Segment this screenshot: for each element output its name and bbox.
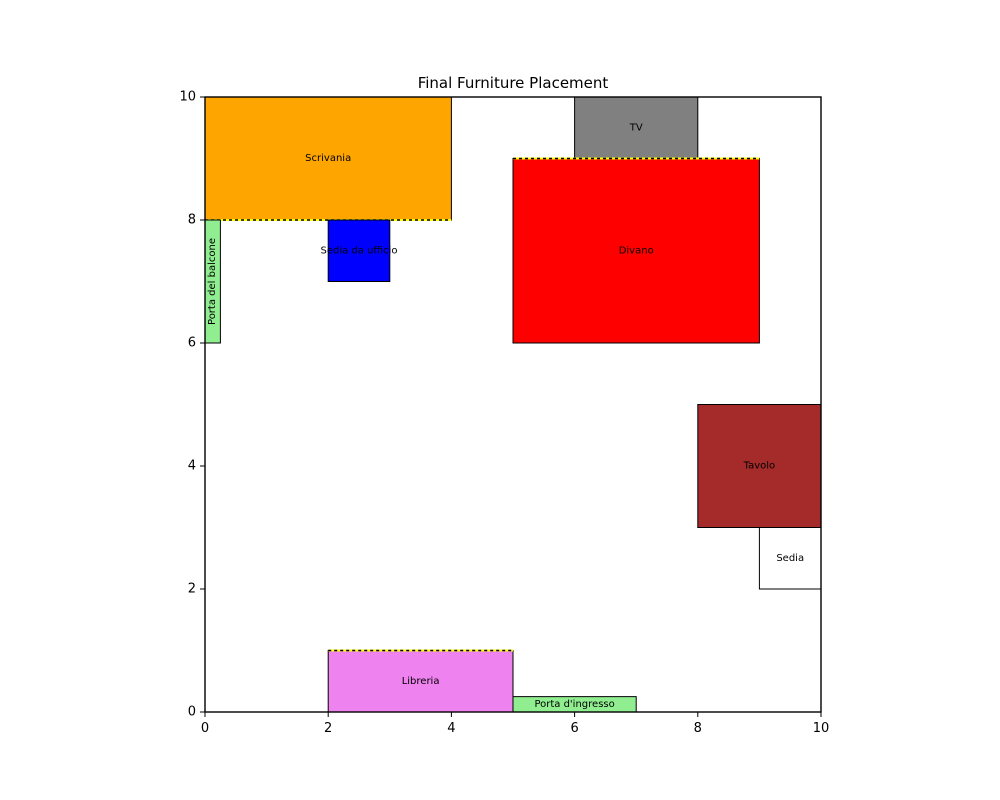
furniture-tavolo: Tavolo (697, 404, 822, 528)
furniture-sedia-da-ufficio: Sedia da ufficio (321, 219, 398, 282)
y-tick-label: 4 (188, 459, 196, 474)
furniture-rect-tv (574, 96, 699, 159)
furniture-label-tv: TV (629, 122, 643, 133)
y-tick-label: 6 (188, 336, 196, 351)
y-tick-label: 2 (188, 582, 196, 597)
furniture-label-sedia-da-ufficio: Sedia da ufficio (321, 245, 398, 256)
furniture-rect-libreria (327, 650, 514, 713)
axes: 0 2 4 6 8 10 0 2 4 6 8 10 (179, 90, 829, 737)
furniture-label-porta-del-balcone: Porta del balcone (207, 238, 218, 325)
chart-title: Final Furniture Placement (418, 74, 609, 92)
furniture-porta-d-ingresso: Porta d'ingresso (512, 696, 637, 713)
furniture-items: Scrivania TV Divano Sedia da ufficio Porta d… (204, 96, 822, 713)
furniture-rect-sedia-da-ufficio (327, 219, 391, 282)
furniture-label-sedia: Sedia (776, 553, 804, 564)
furniture-label-porta-d-ingresso: Porta d'ingresso (534, 699, 614, 710)
furniture-rect-sedia (758, 527, 822, 590)
furniture-divano: Divano (512, 157, 760, 344)
room-boundary (204, 96, 822, 713)
furniture-label-tavolo: Tavolo (743, 461, 776, 472)
furniture-label-divano: Divano (619, 245, 654, 256)
furniture-libreria: Libreria (327, 649, 514, 713)
x-tick-label: 10 (813, 721, 830, 736)
furniture-rect-scrivania (204, 96, 452, 221)
furniture-label-libreria: Libreria (402, 676, 440, 687)
x-tick-label: 0 (201, 721, 209, 736)
furniture-rect-divano (512, 158, 760, 344)
y-tick-label: 10 (179, 90, 196, 105)
x-tick-label: 2 (324, 721, 332, 736)
y-tick-label: 0 (188, 705, 196, 720)
x-tick-label: 8 (694, 721, 702, 736)
furniture-sedia: Sedia (758, 527, 822, 590)
furniture-rect-tavolo (697, 404, 822, 528)
furniture-tv: TV (574, 96, 699, 159)
furniture-porta-del-balcone: Porta del balcone (204, 219, 221, 344)
x-tick-label: 4 (447, 721, 455, 736)
furniture-scrivania: Scrivania (204, 96, 452, 221)
y-tick-label: 8 (188, 213, 196, 228)
furniture-label-scrivania: Scrivania (305, 153, 351, 164)
x-tick-label: 6 (570, 721, 578, 736)
